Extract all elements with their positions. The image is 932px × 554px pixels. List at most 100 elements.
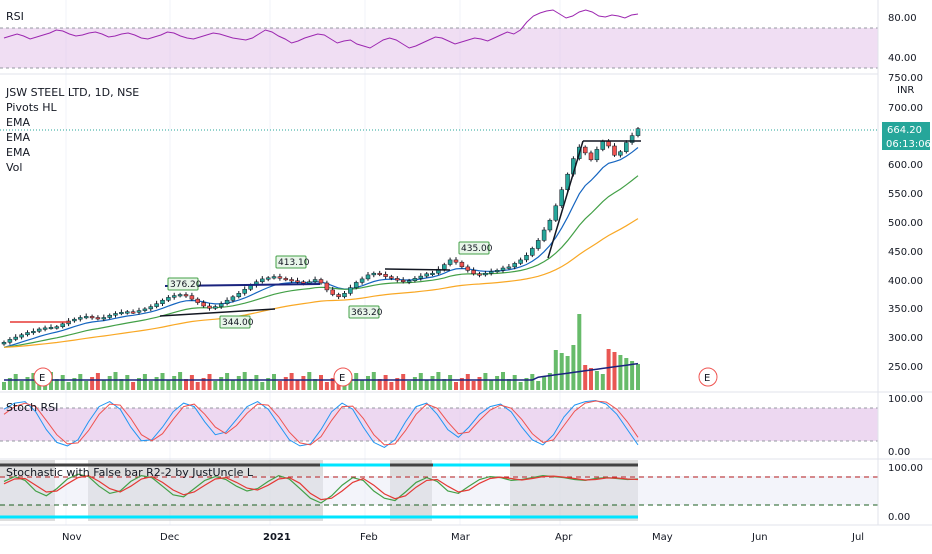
- candle-body: [471, 270, 476, 275]
- trendline[interactable]: [547, 140, 584, 259]
- volume-bar: [536, 381, 541, 390]
- candle-body: [107, 314, 112, 318]
- volume-bar: [618, 355, 623, 390]
- volume-bar: [407, 381, 412, 390]
- candle-body: [594, 149, 600, 161]
- candle-body: [629, 135, 635, 143]
- candle-body: [189, 295, 195, 300]
- volume-bar: [501, 372, 505, 390]
- indicator-label-ema[interactable]: EMA: [6, 146, 30, 159]
- volume-bar: [489, 380, 494, 390]
- price-pane[interactable]: 376.20 344.00 413.10 363.20 435.00 E E: [0, 73, 931, 390]
- volume-bar: [25, 377, 30, 390]
- volume-bar: [219, 377, 224, 390]
- candle-body: [530, 248, 535, 256]
- candle-body: [312, 279, 318, 283]
- earnings-marker[interactable]: E: [33, 367, 53, 387]
- volume-bar: [371, 372, 376, 390]
- stoch-rsi-tick-0: 0.00: [888, 447, 910, 458]
- pivot-callout[interactable]: 376.20: [167, 277, 202, 291]
- earnings-marker[interactable]: E: [333, 367, 353, 387]
- volume-bar: [424, 380, 429, 390]
- ema-mid-line: [3, 175, 639, 348]
- candle-body: [236, 293, 242, 298]
- candle-body: [412, 278, 418, 281]
- volume-bar: [571, 345, 576, 390]
- indicator-label-pivots[interactable]: Pivots HL: [6, 101, 57, 114]
- price-axis[interactable]: 750.00 INR 700.00 600.00 550.00 500.00 4…: [882, 73, 931, 373]
- stochastic-label: Stochastic with False bar R2-2 by JustUn…: [6, 466, 254, 479]
- pivot-label: 413.10: [278, 258, 310, 268]
- pivot-callout[interactable]: 413.10: [275, 255, 310, 269]
- volume-bar: [289, 373, 294, 390]
- last-price-badge: [882, 122, 930, 136]
- pivot-callout[interactable]: 435.00: [458, 241, 493, 255]
- time-axis[interactable]: Nov Dec 2021 Feb Mar Apr May Jun Jul: [62, 532, 864, 543]
- stochastic-pane[interactable]: Stochastic with False bar R2-2 by JustUn…: [0, 460, 923, 523]
- candle-body: [177, 294, 183, 297]
- candle-body: [113, 313, 118, 316]
- volume-bar: [13, 374, 18, 390]
- volume-bar: [319, 375, 323, 390]
- candle-body: [60, 323, 65, 327]
- candle-body: [377, 272, 382, 275]
- indicator-label-ema[interactable]: EMA: [6, 131, 30, 144]
- price-tick: 550.00: [888, 189, 923, 200]
- volume-bar: [101, 380, 106, 390]
- pivot-callout[interactable]: 344.00: [219, 315, 254, 329]
- candle-body: [447, 259, 453, 265]
- candle-body: [383, 274, 388, 277]
- stoch-rsi-pane[interactable]: Stoch RSI 100.00 0.00: [0, 394, 923, 458]
- candle-body: [160, 299, 165, 304]
- volume-bar: [600, 374, 605, 390]
- volume-bar: [412, 377, 417, 390]
- volume-bar: [178, 372, 183, 390]
- candle-body: [565, 173, 570, 190]
- pivot-callout[interactable]: 363.20: [348, 305, 383, 319]
- volume-bar: [360, 380, 365, 390]
- earnings-marker[interactable]: E: [698, 367, 718, 387]
- volume-bar: [272, 374, 276, 390]
- volume-bar: [454, 382, 458, 390]
- symbol-title[interactable]: JSW STEEL LTD, 1D, NSE: [5, 86, 139, 99]
- last-price-value: 664.20: [887, 125, 922, 136]
- volume-bar: [160, 373, 165, 390]
- volume-bar: [295, 380, 300, 390]
- volume-bar: [589, 368, 593, 390]
- volume-bar: [137, 378, 141, 390]
- price-legend[interactable]: JSW STEEL LTD, 1D, NSE Pivots HL EMA EMA…: [5, 86, 139, 174]
- volume-bar: [225, 373, 230, 390]
- pivot-label: 344.00: [222, 318, 254, 328]
- candle-body: [125, 311, 130, 314]
- candle-body: [442, 264, 447, 270]
- volume-bar: [107, 376, 112, 390]
- volume-bar: [366, 376, 370, 390]
- volume-bar: [430, 376, 435, 390]
- rsi-tick-40: 40.00: [888, 53, 917, 64]
- indicator-label-vol[interactable]: Vol: [6, 161, 22, 174]
- volume-bar: [195, 382, 200, 390]
- trendline[interactable]: [384, 268, 451, 271]
- time-tick: Jul: [851, 532, 864, 543]
- indicator-label-ema[interactable]: EMA: [6, 116, 30, 129]
- stoch-rsi-band: [0, 408, 878, 441]
- candle-body: [559, 189, 564, 207]
- volume-bar: [283, 377, 288, 390]
- candle-body: [218, 303, 224, 307]
- volume-bar: [72, 378, 77, 390]
- grid-layer: [65, 0, 561, 525]
- trendline[interactable]: [159, 308, 276, 317]
- time-tick: Feb: [360, 532, 378, 543]
- volume-bar: [483, 373, 488, 390]
- volume-ma-line: [4, 362, 639, 381]
- candle-body: [418, 275, 424, 279]
- volume-bar: [60, 375, 65, 390]
- price-tick: 450.00: [888, 247, 923, 258]
- candle-body: [477, 273, 482, 276]
- candle-body: [154, 303, 159, 307]
- volume-bar: [553, 350, 558, 390]
- rsi-pane[interactable]: RSI 80.00 40.00: [0, 9, 917, 69]
- candle-body: [336, 294, 341, 298]
